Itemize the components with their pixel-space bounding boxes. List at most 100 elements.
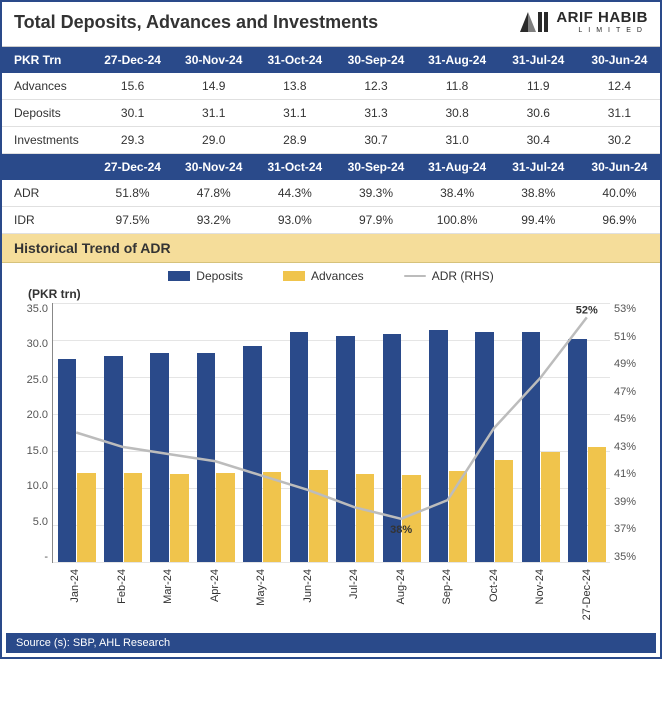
table-cell: 30.2 <box>579 127 660 154</box>
y2-tick: 43% <box>614 441 636 453</box>
table-cell: 29.0 <box>173 127 254 154</box>
legend-item: ADR (RHS) <box>404 269 494 283</box>
table-cell: 39.3% <box>335 180 416 207</box>
x-axis: Jan-24Feb-24Mar-24Apr-24May-24Jun-24Jul-… <box>52 563 610 623</box>
table-cell: Deposits <box>2 100 92 127</box>
table-header-cell: 27-Dec-24 <box>92 154 173 180</box>
legend-label: Advances <box>311 269 364 283</box>
x-tick: Aug-24 <box>378 563 425 623</box>
table-cell: 30.8 <box>417 100 498 127</box>
table-cell: 31.0 <box>417 127 498 154</box>
source-footer: Source (s): SBP, AHL Research <box>6 633 656 653</box>
y-axis-label: (PKR trn) <box>14 287 648 303</box>
table-header-cell: 30-Jun-24 <box>579 154 660 180</box>
table-cell: 47.8% <box>173 180 254 207</box>
table-row: Advances15.614.913.812.311.811.912.4 <box>2 73 660 100</box>
table-cell: 30.1 <box>92 100 173 127</box>
y-tick: 15.0 <box>27 445 48 457</box>
table-cell: 11.8 <box>417 73 498 100</box>
table-cell: 30.6 <box>498 100 579 127</box>
metrics-table-2: 27-Dec-2430-Nov-2431-Oct-2430-Sep-2431-A… <box>2 154 660 234</box>
table-cell: 12.3 <box>335 73 416 100</box>
legend-label: ADR (RHS) <box>432 269 494 283</box>
y2-tick: 39% <box>614 496 636 508</box>
legend-swatch-icon <box>283 271 305 281</box>
x-tick: Nov-24 <box>517 563 564 623</box>
table-cell: 93.2% <box>173 207 254 234</box>
table-header-cell: 31-Aug-24 <box>417 47 498 73</box>
table-cell: 51.8% <box>92 180 173 207</box>
legend-label: Deposits <box>196 269 243 283</box>
y-axis-left: 35.030.025.020.015.010.05.0- <box>14 303 52 563</box>
table-header-cell: 30-Sep-24 <box>335 154 416 180</box>
y-tick: - <box>44 551 48 563</box>
table-cell: 38.4% <box>417 180 498 207</box>
table-header-cell: 30-Sep-24 <box>335 47 416 73</box>
logo-mark-icon <box>514 10 552 34</box>
table-cell: Investments <box>2 127 92 154</box>
x-tick: Sep-24 <box>424 563 471 623</box>
table-cell: 38.8% <box>498 180 579 207</box>
table-row: Investments29.329.028.930.731.030.430.2 <box>2 127 660 154</box>
x-tick: Oct-24 <box>471 563 518 623</box>
y-tick: 20.0 <box>27 409 48 421</box>
table-header-cell: 30-Jun-24 <box>579 47 660 73</box>
x-tick: Feb-24 <box>99 563 146 623</box>
table-header-cell: 30-Nov-24 <box>173 154 254 180</box>
table-header-cell: 31-Aug-24 <box>417 154 498 180</box>
table-cell: 31.1 <box>173 100 254 127</box>
chart-title: Historical Trend of ADR <box>2 234 660 263</box>
table-cell: 44.3% <box>254 180 335 207</box>
legend-item: Advances <box>283 269 364 283</box>
x-tick: May-24 <box>238 563 285 623</box>
legend-line-icon <box>404 275 426 277</box>
y2-tick: 35% <box>614 551 636 563</box>
table-cell: 97.9% <box>335 207 416 234</box>
report-card: Total Deposits, Advances and Investments… <box>0 0 662 659</box>
table-row: ADR51.8%47.8%44.3%39.3%38.4%38.8%40.0% <box>2 180 660 207</box>
chart-plot: 38%52% <box>52 303 610 563</box>
y-tick: 30.0 <box>27 338 48 350</box>
metrics-table-1: PKR Trn27-Dec-2430-Nov-2431-Oct-2430-Sep… <box>2 47 660 154</box>
table-cell: IDR <box>2 207 92 234</box>
table-header-cell: 31-Jul-24 <box>498 47 579 73</box>
logo-name: ARIF HABIB <box>556 10 648 25</box>
table-cell: ADR <box>2 180 92 207</box>
y-tick: 35.0 <box>27 303 48 315</box>
table-cell: 30.4 <box>498 127 579 154</box>
y2-tick: 51% <box>614 331 636 343</box>
table-cell: 15.6 <box>92 73 173 100</box>
legend-swatch-icon <box>168 271 190 281</box>
y2-tick: 47% <box>614 386 636 398</box>
table-cell: 31.1 <box>579 100 660 127</box>
table-row: IDR97.5%93.2%93.0%97.9%100.8%99.4%96.9% <box>2 207 660 234</box>
table-header-cell: 27-Dec-24 <box>92 47 173 73</box>
page-title: Total Deposits, Advances and Investments <box>14 12 378 33</box>
table-cell: 30.7 <box>335 127 416 154</box>
adr-line <box>76 317 587 518</box>
chart-legend: Deposits Advances ADR (RHS) <box>2 263 660 285</box>
table-cell: 12.4 <box>579 73 660 100</box>
table-cell: Advances <box>2 73 92 100</box>
x-tick: Jan-24 <box>52 563 99 623</box>
chart-data-label: 38% <box>390 524 412 536</box>
table-cell: 97.5% <box>92 207 173 234</box>
table-row: Deposits30.131.131.131.330.830.631.1 <box>2 100 660 127</box>
x-tick: Jun-24 <box>285 563 332 623</box>
table-header-cell <box>2 154 92 180</box>
table-cell: 28.9 <box>254 127 335 154</box>
x-tick: Apr-24 <box>192 563 239 623</box>
table-cell: 93.0% <box>254 207 335 234</box>
legend-item: Deposits <box>168 269 243 283</box>
logo-sub: LIMITED <box>556 27 648 34</box>
y2-tick: 37% <box>614 523 636 535</box>
table-cell: 40.0% <box>579 180 660 207</box>
table-header-cell: 31-Oct-24 <box>254 47 335 73</box>
chart-area: (PKR trn) 35.030.025.020.015.010.05.0- 3… <box>2 285 660 623</box>
table-cell: 13.8 <box>254 73 335 100</box>
table-cell: 11.9 <box>498 73 579 100</box>
x-tick: Jul-24 <box>331 563 378 623</box>
company-logo: ARIF HABIB LIMITED <box>514 10 648 34</box>
x-tick: 27-Dec-24 <box>564 563 611 623</box>
table-cell: 99.4% <box>498 207 579 234</box>
